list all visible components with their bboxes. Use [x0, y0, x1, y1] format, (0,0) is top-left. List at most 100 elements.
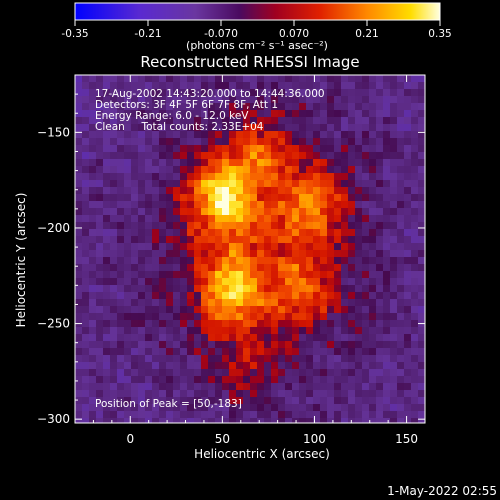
heatmap-cell [334, 152, 342, 160]
heatmap-cell [404, 229, 412, 237]
heatmap-cell [138, 145, 146, 153]
heatmap-cell [264, 320, 272, 328]
heatmap-cell [208, 341, 216, 349]
heatmap-cell [355, 131, 363, 139]
heatmap-cell [138, 341, 146, 349]
heatmap-cell [131, 376, 139, 384]
heatmap-cell [376, 285, 384, 293]
heatmap-cell [75, 306, 83, 314]
heatmap-cell [383, 369, 391, 377]
heatmap-cell [369, 250, 377, 258]
heatmap-cell [75, 285, 83, 293]
heatmap-cell [75, 208, 83, 216]
heatmap-cell [131, 292, 139, 300]
heatmap-cell [257, 138, 265, 146]
heatmap-cell [418, 222, 426, 230]
heatmap-cell [131, 194, 139, 202]
heatmap-cell [390, 201, 398, 209]
heatmap-cell [334, 138, 342, 146]
heatmap-cell [299, 264, 307, 272]
heatmap-cell [166, 292, 174, 300]
heatmap-cell [96, 355, 104, 363]
heatmap-cell [131, 82, 139, 90]
heatmap-cell [278, 117, 286, 125]
heatmap-cell [341, 362, 349, 370]
heatmap-cell [362, 418, 370, 424]
heatmap-cell [348, 117, 356, 125]
heatmap-cell [418, 110, 426, 118]
heatmap-cell [89, 75, 97, 83]
heatmap-cell [131, 285, 139, 293]
heatmap-cell [257, 320, 265, 328]
heatmap-cell [278, 257, 286, 265]
heatmap-cell [264, 250, 272, 258]
heatmap-cell [187, 180, 195, 188]
heatmap-cell [138, 278, 146, 286]
heatmap-cell [117, 110, 125, 118]
heatmap-cell [257, 257, 265, 265]
heatmap-cell [222, 166, 230, 174]
heatmap-cell [404, 334, 412, 342]
heatmap-cell [376, 229, 384, 237]
heatmap-cell [257, 208, 265, 216]
heatmap-cell [271, 166, 279, 174]
heatmap-cell [159, 208, 167, 216]
heatmap-cell [299, 131, 307, 139]
heatmap-cell [194, 299, 202, 307]
heatmap-cell [348, 145, 356, 153]
heatmap-cell [222, 397, 230, 405]
heatmap-cell [327, 390, 335, 398]
heatmap-cell [194, 110, 202, 118]
heatmap-cell [89, 89, 97, 97]
heatmap-cell [82, 201, 90, 209]
heatmap-cell [383, 257, 391, 265]
y-tick-label: −150 [37, 125, 70, 139]
heatmap-cell [243, 418, 251, 424]
heatmap-cell [250, 376, 258, 384]
heatmap-cell [236, 376, 244, 384]
heatmap-cell [229, 82, 237, 90]
heatmap-cell [341, 124, 349, 132]
heatmap-cell [75, 278, 83, 286]
heatmap-cell [89, 376, 97, 384]
heatmap-cell [418, 166, 426, 174]
heatmap-cell [327, 299, 335, 307]
heatmap-cell [208, 138, 216, 146]
heatmap-cell [138, 383, 146, 391]
heatmap-cell [299, 327, 307, 335]
heatmap-cell [194, 320, 202, 328]
heatmap-cell [404, 383, 412, 391]
heatmap-cell [320, 257, 328, 265]
heatmap-cell [411, 299, 419, 307]
heatmap-cell [418, 187, 426, 195]
heatmap-cell [257, 124, 265, 132]
heatmap-cell [285, 397, 293, 405]
heatmap-cell [110, 152, 118, 160]
heatmap-cell [285, 236, 293, 244]
heatmap-cell [320, 341, 328, 349]
heatmap-cell [138, 138, 146, 146]
heatmap-cell [292, 236, 300, 244]
heatmap-cell [299, 390, 307, 398]
heatmap-cell [229, 89, 237, 97]
heatmap-cell [222, 187, 230, 195]
heatmap-cell [96, 201, 104, 209]
heatmap-cell [313, 404, 321, 412]
heatmap-cell [250, 390, 258, 398]
heatmap-cell [299, 117, 307, 125]
heatmap-cell [264, 229, 272, 237]
heatmap-cell [271, 285, 279, 293]
heatmap-cell [271, 334, 279, 342]
heatmap-cell [278, 201, 286, 209]
heatmap-cell [110, 159, 118, 167]
heatmap-cell [390, 383, 398, 391]
heatmap-cell [222, 334, 230, 342]
heatmap-cell [89, 166, 97, 174]
heatmap-cell [418, 397, 426, 405]
heatmap-cell [166, 96, 174, 104]
heatmap-cell [278, 236, 286, 244]
heatmap-cell [110, 131, 118, 139]
heatmap-cell [236, 75, 244, 83]
heatmap-cell [362, 348, 370, 356]
heatmap-cell [383, 110, 391, 118]
